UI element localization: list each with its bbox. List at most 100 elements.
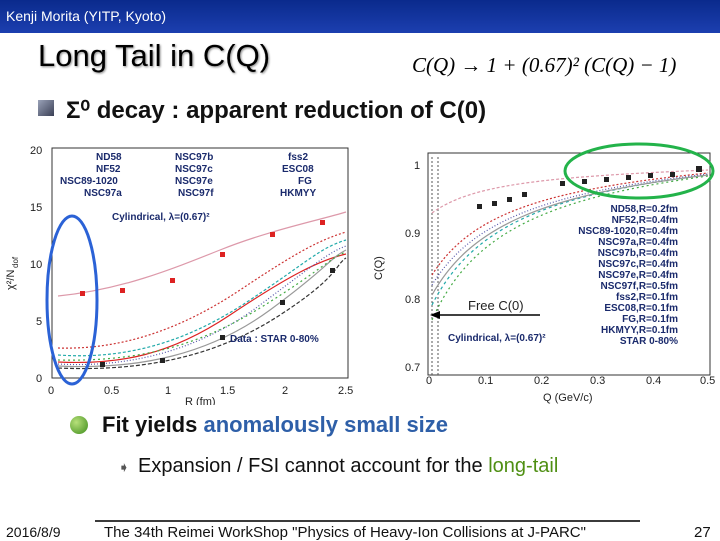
chi2-xlabel: R (fm): [185, 396, 216, 405]
cq-legend: ND58,R=0.2fm NF52,R=0.4fm NSC89-1020,R=0…: [578, 204, 678, 347]
marker: [477, 204, 482, 209]
bullet-text: Σ⁰ decay : apparent reduction of C(0): [66, 97, 487, 124]
legend-item: NSC89-1020: [60, 176, 118, 187]
marker: [220, 335, 225, 340]
chi2-plot: 0 5 10 15 20 0 0.5 1 1.5 2 2.5 R (fm) χ²…: [5, 145, 353, 405]
legend-item: HKMYY,R=0.1fm: [601, 325, 678, 336]
chi2-curves: [57, 211, 347, 370]
sub-prefix: Expansion / FSI cannot account for the: [138, 455, 489, 477]
marker: [560, 181, 565, 186]
chi2-yticks: 0 5 10 15 20: [30, 145, 42, 385]
marker: [582, 179, 587, 184]
xtick: 0: [48, 385, 54, 397]
xtick: 0: [426, 375, 432, 387]
legend-item: NSC97b: [175, 152, 213, 163]
xtick: 1.5: [220, 385, 235, 397]
ytick: 0.7: [405, 362, 420, 374]
marker: [120, 288, 125, 293]
curve: [431, 174, 709, 296]
arrow-head-icon: [430, 311, 440, 319]
marker: [160, 358, 165, 363]
marker: [648, 173, 653, 178]
curve-nf52: [57, 211, 347, 297]
chi2-ylabel-sub: dof: [11, 256, 20, 268]
marker: [280, 300, 285, 305]
legend-item: NSC97c,R=0.4fm: [598, 259, 678, 270]
author-label: Kenji Morita (YITP, Kyoto): [6, 8, 167, 24]
legend-item: NSC97a: [84, 188, 122, 199]
marker: [100, 362, 105, 367]
legend-item: fss2,R=0.1fm: [616, 292, 678, 303]
free-c0-note: Free C(0): [468, 298, 524, 313]
ytick: 0.9: [405, 228, 420, 240]
ytick: 0: [36, 373, 42, 385]
formula: C(Q) → 1 + (0.67)² (C(Q) − 1): [412, 53, 677, 77]
curve-hkmyy: [57, 257, 347, 370]
footer-date: 2016/8/9: [6, 524, 61, 540]
legend-item: ESC08: [282, 164, 314, 175]
legend-item: ND58,R=0.2fm: [610, 204, 678, 215]
sub-bullet: ➧ Expansion / FSI cannot account for the …: [118, 455, 558, 478]
cq-ylabel: C(Q): [373, 256, 385, 280]
legend-item: NSC89-1020,R=0.4fm: [578, 226, 678, 237]
fit-prefix: Fit yields: [102, 412, 204, 437]
highlight-oval-green: [563, 142, 715, 200]
ytick: 5: [36, 316, 42, 328]
legend-item: NSC97a,R=0.4fm: [598, 237, 678, 248]
marker: [330, 268, 335, 273]
legend-item: NSC97e,R=0.4fm: [598, 270, 678, 281]
curve-nsc97a: [57, 239, 347, 357]
xtick: 0.1: [478, 375, 493, 387]
legend-item: NSC97e: [175, 176, 213, 187]
marker: [626, 175, 631, 180]
sub-highlight: long-tail: [488, 455, 559, 477]
fit-highlight: anomalously small size: [203, 412, 449, 437]
legend-item: ESC08,R=0.1fm: [604, 303, 678, 314]
chi2-frame: [51, 147, 349, 379]
marker: [604, 177, 609, 182]
curve-esc08: [57, 251, 347, 361]
slide-title: Long Tail in C(Q): [38, 38, 271, 73]
cq-xticks: 0 0.1 0.2 0.3 0.4 0.5: [426, 375, 715, 387]
xtick: 0.3: [590, 375, 605, 387]
ytick: 10: [30, 259, 42, 271]
footer-event: The 34th Reimei WorkShop "Physics of Hea…: [104, 524, 586, 541]
xtick: 0.5: [104, 385, 119, 397]
curve: [431, 173, 709, 286]
marker: [80, 291, 85, 296]
xtick: 2.5: [338, 385, 353, 397]
curve: [431, 172, 709, 276]
legend-item: HKMYY: [280, 188, 316, 199]
arrow-bullet-icon: ➧: [118, 459, 130, 475]
marker: [220, 252, 225, 257]
curve-fg: [57, 249, 347, 368]
legend-item: NF52: [96, 164, 121, 175]
curve: [431, 174, 709, 306]
cq-cylindrical-note: Cylindrical, λ=(0.67)²: [448, 333, 546, 344]
marker: [320, 220, 325, 225]
legend-item: FG,R=0.1fm: [622, 314, 678, 325]
chi2-xticks: 0 0.5 1 1.5 2 2.5: [48, 385, 353, 397]
legend-item: NSC97c: [175, 164, 213, 175]
marker: [670, 172, 675, 177]
chi2-legend: ND58 NF52 NSC89-1020 NSC97a NSC97b NSC97…: [60, 152, 316, 199]
xtick: 1: [165, 385, 171, 397]
marker: [492, 201, 497, 206]
fit-bullet: Fit yields anomalously small size: [70, 412, 448, 438]
marker: [507, 197, 512, 202]
ytick: 15: [30, 202, 42, 214]
legend-item: NF52,R=0.4fm: [612, 215, 679, 226]
ytick: 0.8: [405, 294, 420, 306]
cq-star-points: [477, 166, 702, 209]
curve-nd58: [57, 253, 347, 364]
marker: [696, 166, 702, 172]
cq-curves: [431, 169, 709, 321]
bullet-sigma-decay: Σ⁰ decay : apparent reduction of C(0): [38, 96, 486, 125]
legend-item: NSC97f,R=0.5fm: [600, 281, 678, 292]
legend-item: NSC97f: [178, 188, 214, 199]
ytick: 20: [30, 145, 42, 157]
legend-item: ND58: [96, 152, 122, 163]
chi2-ylabel: χ²/N: [5, 270, 17, 290]
curve: [431, 169, 709, 214]
header-bar: Kenji Morita (YITP, Kyoto): [0, 0, 720, 33]
